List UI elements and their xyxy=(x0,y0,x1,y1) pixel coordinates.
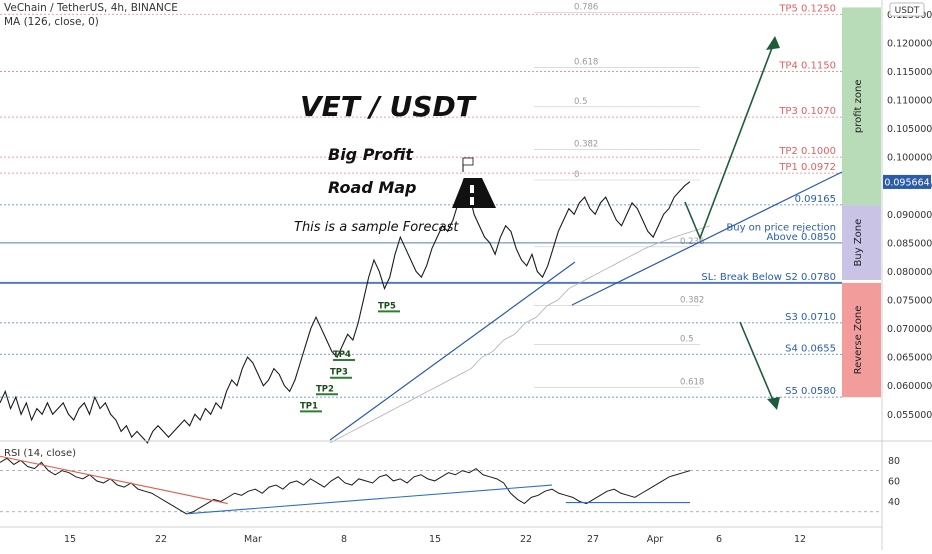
fib-label: 0 xyxy=(574,170,579,180)
time-tick-label: 15 xyxy=(429,534,441,545)
time-tick-label: 22 xyxy=(155,534,167,545)
zone-band xyxy=(842,205,881,280)
price-tick-label: 0.105000 xyxy=(887,124,932,135)
price-tick-label: 0.080000 xyxy=(887,267,932,278)
fib-label: 0.618 xyxy=(574,57,598,67)
time-tick-label: Apr xyxy=(647,534,664,545)
time-tick-label: 8 xyxy=(341,534,347,545)
price-axis-bg xyxy=(882,0,932,550)
level-label: S4 0.0655 xyxy=(785,343,836,354)
rsi-trendline xyxy=(186,484,553,515)
level-label: SL: Break Below S2 0.0780 xyxy=(701,272,836,283)
price-tick-label: 0.090000 xyxy=(887,210,932,221)
price-line xyxy=(0,178,691,444)
forecast-note: This is a sample Forecast xyxy=(294,220,459,235)
time-tick-label: 15 xyxy=(64,534,76,545)
price-tick-label: 0.120000 xyxy=(887,38,932,49)
level-label: S5 0.0580 xyxy=(785,386,836,397)
rsi-label: RSI (14, close) xyxy=(4,448,76,459)
last-price-badge xyxy=(883,174,931,189)
forecast-arrowhead-up xyxy=(766,36,780,50)
rsi-tick-label: 60 xyxy=(888,476,900,487)
time-tick-label: 27 xyxy=(587,534,599,545)
price-tick-label: 0.065000 xyxy=(887,353,932,364)
rsi-tick-label: 40 xyxy=(888,497,900,508)
road-icon-stripe xyxy=(470,185,474,193)
currency-badge-label: USDT xyxy=(895,6,920,16)
fib-label: 0.786 xyxy=(574,3,598,13)
zone-band xyxy=(842,7,881,206)
time-tick-label: 6 xyxy=(716,534,722,545)
forecast-arrowhead-down xyxy=(767,397,780,410)
time-tick-label: 22 xyxy=(520,534,532,545)
zone-label: Buy Zone xyxy=(853,219,864,267)
currency-badge xyxy=(889,2,925,17)
price-tick-label: 0.115000 xyxy=(887,67,932,78)
zone-band xyxy=(842,282,881,398)
zone-label: Reverse Zone xyxy=(853,306,864,375)
trendline-support xyxy=(329,261,576,441)
tp-marker-label: TP5 xyxy=(378,301,396,311)
last-price-label: 0.095664 xyxy=(884,177,929,188)
trendline-lower xyxy=(571,171,843,306)
price-tick-label: 0.055000 xyxy=(887,410,932,421)
level-label: S3 0.0710 xyxy=(785,312,836,323)
rsi-tick-label: 80 xyxy=(888,456,900,467)
main-title: VET / USDT xyxy=(300,90,475,123)
level-label: TP2 0.1000 xyxy=(778,146,836,157)
price-tick-label: 0.060000 xyxy=(887,381,932,392)
subtitle-road-map: Road Map xyxy=(328,178,417,197)
fib-label: 0.382 xyxy=(680,296,704,306)
ma-header: MA (126, close, 0) xyxy=(4,16,99,28)
fib-label: 0.5 xyxy=(574,97,588,107)
forecast-arrow-up xyxy=(684,39,776,241)
fib-label: 0.236 xyxy=(680,237,704,247)
time-tick-label: Mar xyxy=(244,534,262,545)
fib-label: 0.618 xyxy=(680,377,704,387)
rsi-trendline xyxy=(0,455,228,505)
forecast-arrow-down xyxy=(739,321,776,406)
tp-marker-label: TP4 xyxy=(333,350,351,360)
level-label: Above 0.0850 xyxy=(766,232,836,243)
price-tick-label: 0.100000 xyxy=(887,153,932,164)
road-icon-stripe xyxy=(470,197,474,205)
price-tick-label: 0.110000 xyxy=(887,96,932,107)
level-label: Buy on price rejection xyxy=(726,223,836,234)
tp-marker-label: TP3 xyxy=(330,368,348,378)
ma-line xyxy=(329,225,711,444)
price-tick-label: 0.085000 xyxy=(887,238,932,249)
price-tick-label: 0.070000 xyxy=(887,324,932,335)
level-label: TP4 0.1150 xyxy=(778,60,836,71)
subtitle-big-profit: Big Profit xyxy=(328,145,414,164)
level-label: TP1 0.0972 xyxy=(778,162,836,173)
tp-marker-label: TP2 xyxy=(316,384,334,394)
tp-marker-label: TP1 xyxy=(300,401,318,411)
zone-label: profit zone xyxy=(853,79,864,133)
rsi-line xyxy=(0,457,691,515)
fib-label: 0.382 xyxy=(574,140,598,150)
level-label: TP3 0.1070 xyxy=(778,106,836,117)
price-tick-label: 0.075000 xyxy=(887,296,932,307)
fib-label: 0.5 xyxy=(680,335,694,345)
time-tick-label: 12 xyxy=(794,534,806,545)
symbol-header: VeChain / TetherUS, 4h, BINANCE xyxy=(4,2,178,14)
level-label: TP5 0.1250 xyxy=(778,3,836,14)
flag-icon xyxy=(462,157,474,166)
level-label: 0.09165 xyxy=(795,194,836,205)
